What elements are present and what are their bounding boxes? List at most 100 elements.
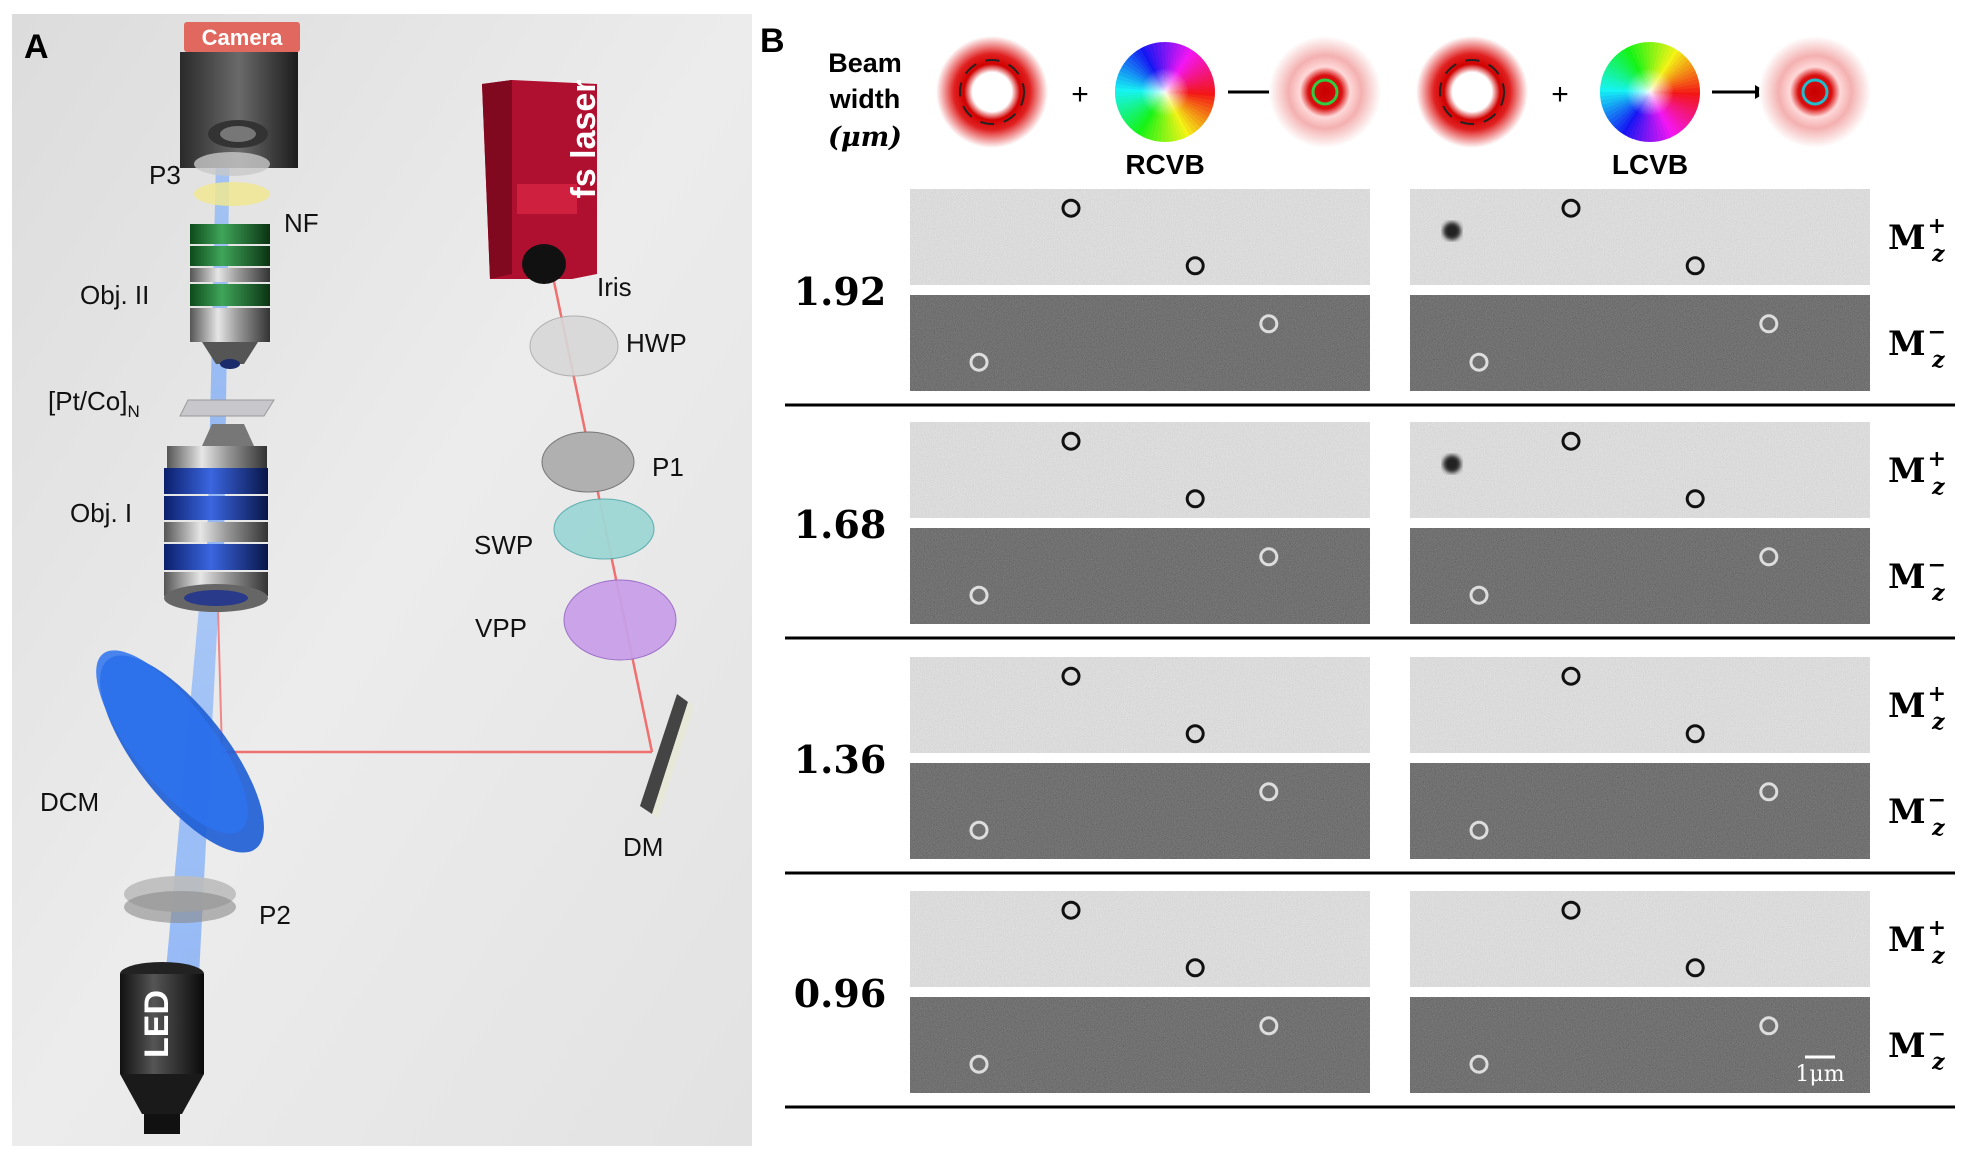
beam-label-line1: Beam [828,48,902,78]
defect-particle [969,585,989,605]
half-wave-plate [529,315,619,377]
nucleation-spot [1443,222,1461,240]
scale-bar: 1μm [1795,1055,1845,1087]
label-nf: NF [284,208,319,238]
defect-particle [1259,782,1279,802]
mz-minus-image [1410,295,1870,391]
defect-particle [1259,547,1279,567]
defect-particle [1469,1054,1489,1074]
mz-minus-image [1410,997,1870,1093]
nucleation-spot [1443,455,1461,473]
defect-particle [1685,489,1705,509]
rotation-arrow-icon [1311,78,1339,106]
rcvb-label: RCVB [1125,149,1204,180]
plus-sign: + [1551,78,1569,111]
beam-width-header: Beam width (μm) [828,48,902,153]
defect-particle [1685,958,1705,978]
label-swp: SWP [474,530,533,560]
camera: Camera [180,22,300,168]
mz-plus-image [1410,189,1870,285]
defect-particle [1469,352,1489,372]
results-rows: 1.92 M+ z M− z 1.68 M+ z M− z 1.36 M+ z M− z 0.96 M+ z M− z… [785,189,1955,1109]
label-dcm: DCM [40,787,99,817]
led-label: LED [138,990,176,1058]
defect-particle [1759,314,1779,334]
defect-particle [1185,489,1205,509]
beam-width-value: 1.92 [794,269,887,314]
plus-sign: + [1071,78,1089,111]
label-iris: Iris [597,272,632,302]
scale-bar-label: 1μm [1795,1062,1844,1087]
focused-spot-rcvb [1269,36,1381,148]
camera-label: Camera [202,25,283,50]
notch-filter [194,182,270,206]
label-vpp: VPP [475,613,527,643]
mz-plus-label: M+ z [1888,681,1946,735]
defect-particle [1185,958,1205,978]
mz-minus-image [910,295,1370,391]
defect-particle [1759,1016,1779,1036]
spiral-wave-plate [553,498,655,560]
defect-particle [1759,547,1779,567]
laser-label: fs laser [565,79,603,198]
label-sample: [Pt/Co]N [48,386,140,421]
phase-wheel-lcvb [1600,42,1700,142]
lcvb-schematic: + LCVB [1416,36,1871,180]
mz-plus-image [1410,657,1870,753]
beam-unit: (μm) [828,122,902,153]
mz-minus-label: M− z [1888,552,1946,606]
panel-a-label: A [24,28,49,66]
label-dm: DM [623,832,663,862]
mz-plus-image [910,657,1370,753]
defect-particle [1759,782,1779,802]
beam-label-line2: width [829,84,900,114]
defect-particle [1185,724,1205,744]
mz-minus-image [910,997,1370,1093]
label-hwp: HWP [626,328,687,358]
mz-plus-label: M+ z [1888,213,1946,267]
label-p1: P1 [652,452,684,482]
focused-spot-lcvb [1759,36,1871,148]
mz-minus-image [1410,528,1870,624]
defect-particle [1061,198,1081,218]
led-source: LED [120,962,204,1134]
mz-minus-label: M− z [1888,319,1946,373]
panel-b-label: B [760,22,785,60]
mz-minus-image [1410,763,1870,859]
result-row: 0.96 M+ z M− z [785,891,1955,1109]
defect-particle [1561,431,1581,451]
defect-particle [1185,256,1205,276]
defect-particle [1061,431,1081,451]
result-row: 1.92 M+ z M− z [785,189,1955,407]
label-p2: P2 [259,900,291,930]
label-obj2: Obj. II [80,280,149,310]
mz-minus-image [910,763,1370,859]
objective-one [164,424,268,612]
defect-particle [1685,724,1705,744]
mz-plus-image [1410,422,1870,518]
defect-particle [1561,198,1581,218]
defect-particle [1061,666,1081,686]
mz-plus-image [910,422,1370,518]
label-obj1: Obj. I [70,498,132,528]
beam-width-value: 1.36 [794,737,887,782]
panel-b-results: B Beam width (μm) + RCVB + LCVB 1.92 M+ z M… [760,22,1955,1109]
mz-minus-label: M− z [1888,1021,1946,1075]
polarizer-p1 [541,431,635,493]
defect-particle [1561,900,1581,920]
mz-plus-image [910,189,1370,285]
rcvb-schematic: + RCVB [936,36,1381,180]
phase-wheel-rcvb [1115,42,1215,142]
mz-minus-image [910,528,1370,624]
mirror-dm [640,694,694,818]
rotation-arrow-icon [1801,78,1829,106]
result-row: 1.68 M+ z M− z [785,422,1955,640]
label-p3: P3 [149,160,181,190]
defect-particle [969,352,989,372]
mz-plus-label: M+ z [1888,915,1946,969]
objective-two [190,224,270,369]
defect-particle [969,1054,989,1074]
mz-plus-image [1410,891,1870,987]
lcvb-label: LCVB [1612,149,1688,180]
defect-particle [1469,820,1489,840]
